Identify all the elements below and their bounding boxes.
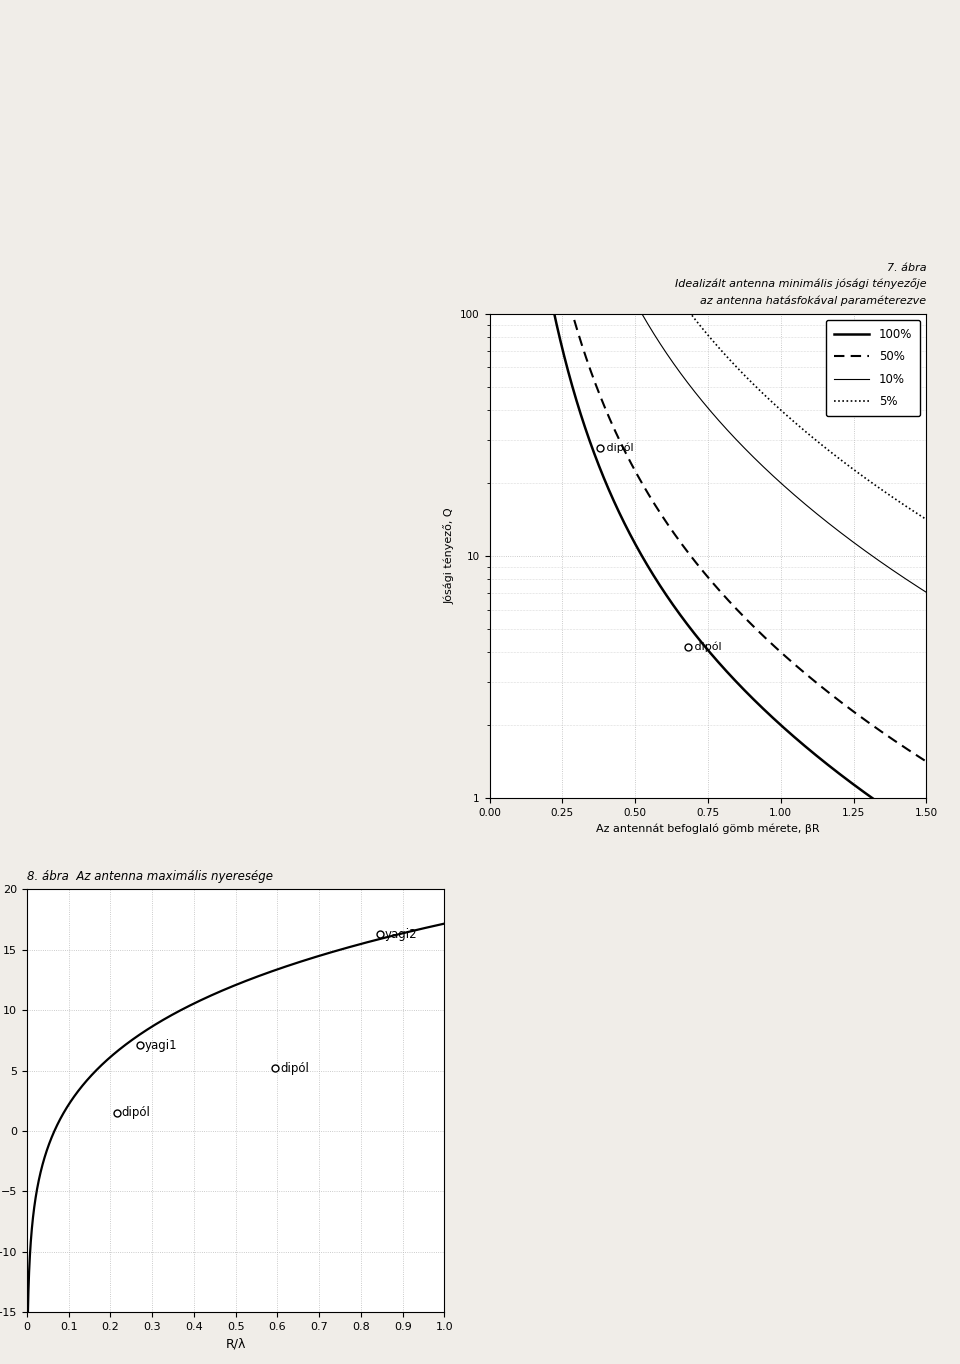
100% (636, 548, 648, 565)
5% (832, 449, 844, 465)
10% (825, 516, 836, 532)
10% (817, 510, 828, 527)
10% (820, 513, 831, 529)
Text: yagi2: yagi2 (385, 928, 418, 941)
10% (737, 439, 749, 456)
100% (736, 679, 748, 696)
50% (776, 645, 787, 662)
10% (898, 569, 909, 585)
5% (824, 443, 835, 460)
Text: az antenna hatásfokával paraméterezve: az antenna hatásfokával paraméterezve (700, 295, 926, 306)
5% (732, 360, 744, 376)
100% (743, 686, 755, 702)
100% (669, 599, 681, 615)
5% (655, 263, 666, 280)
100% (694, 632, 706, 648)
10% (921, 584, 932, 600)
50% (721, 591, 732, 607)
100% (540, 263, 552, 280)
Line: 5%: 5% (660, 271, 926, 520)
Text: 7. ábra: 7. ábra (887, 263, 926, 273)
50% (750, 621, 761, 637)
Y-axis label: Jósági tényező, Q: Jósági tényező, Q (444, 507, 455, 604)
Text: 8. ábra  Az antenna maximális nyeresége: 8. ábra Az antenna maximális nyeresége (27, 869, 273, 883)
50% (921, 753, 932, 769)
5% (910, 505, 922, 521)
50% (615, 436, 627, 453)
10% (747, 449, 758, 465)
Line: 10%: 10% (619, 271, 926, 592)
Line: 100%: 100% (546, 271, 888, 809)
X-axis label: Az antennát befoglaló gömb mérete, βR: Az antennát befoglaló gömb mérete, βR (596, 824, 820, 833)
Text: yagi1: yagi1 (145, 1038, 178, 1052)
Line: 50%: 50% (562, 271, 926, 761)
10% (613, 263, 625, 280)
Text: dipól: dipól (280, 1061, 309, 1075)
100% (882, 801, 894, 817)
Text: dipól: dipól (603, 442, 634, 453)
50% (672, 531, 684, 547)
5% (743, 371, 755, 387)
Text: Idealizált antenna minimális jósági tényezője: Idealizált antenna minimális jósági tény… (675, 278, 926, 289)
5% (921, 512, 932, 528)
Legend: 100%, 50%, 10%, 5%: 100%, 50%, 10%, 5% (826, 319, 921, 416)
Text: dipól: dipól (122, 1106, 151, 1120)
5% (880, 484, 892, 501)
100% (639, 554, 651, 570)
Text: dipól: dipól (690, 642, 721, 652)
50% (556, 263, 567, 280)
X-axis label: R/λ: R/λ (226, 1338, 246, 1350)
50% (919, 752, 930, 768)
